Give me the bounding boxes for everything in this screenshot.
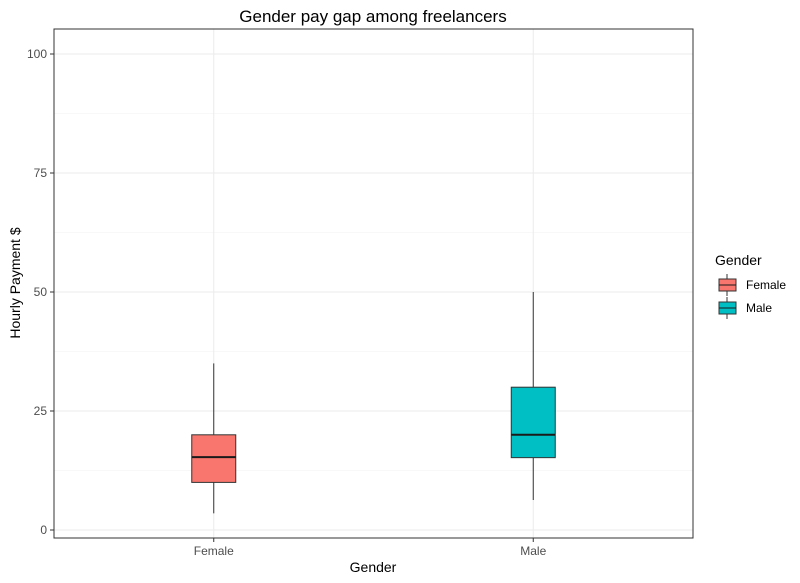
- legend-label: Female: [746, 278, 786, 292]
- y-tick-label: 75: [34, 166, 48, 180]
- box-male: [510, 386, 556, 459]
- legend: Gender Female Male: [715, 252, 786, 319]
- legend-title: Gender: [715, 252, 762, 268]
- x-tick-label: Female: [194, 544, 234, 558]
- x-tick-label: Male: [520, 544, 546, 558]
- x-axis: Female Male: [194, 538, 547, 558]
- plot-border: [53, 28, 694, 539]
- y-tick-label: 100: [27, 47, 47, 61]
- box-series: [191, 292, 556, 514]
- y-axis: 0 25 50 75 100: [27, 47, 54, 537]
- plot-panel: [54, 29, 693, 538]
- y-axis-title: Hourly Payment $: [7, 227, 23, 338]
- y-tick-label: 50: [34, 285, 48, 299]
- x-axis-title: Gender: [350, 559, 397, 575]
- y-tick-label: 0: [40, 523, 47, 537]
- chart-title: Gender pay gap among freelancers: [239, 7, 506, 26]
- y-tick-label: 25: [34, 404, 48, 418]
- legend-entries: Female Male: [718, 274, 786, 319]
- legend-label: Male: [746, 301, 772, 315]
- box-female: [191, 434, 237, 483]
